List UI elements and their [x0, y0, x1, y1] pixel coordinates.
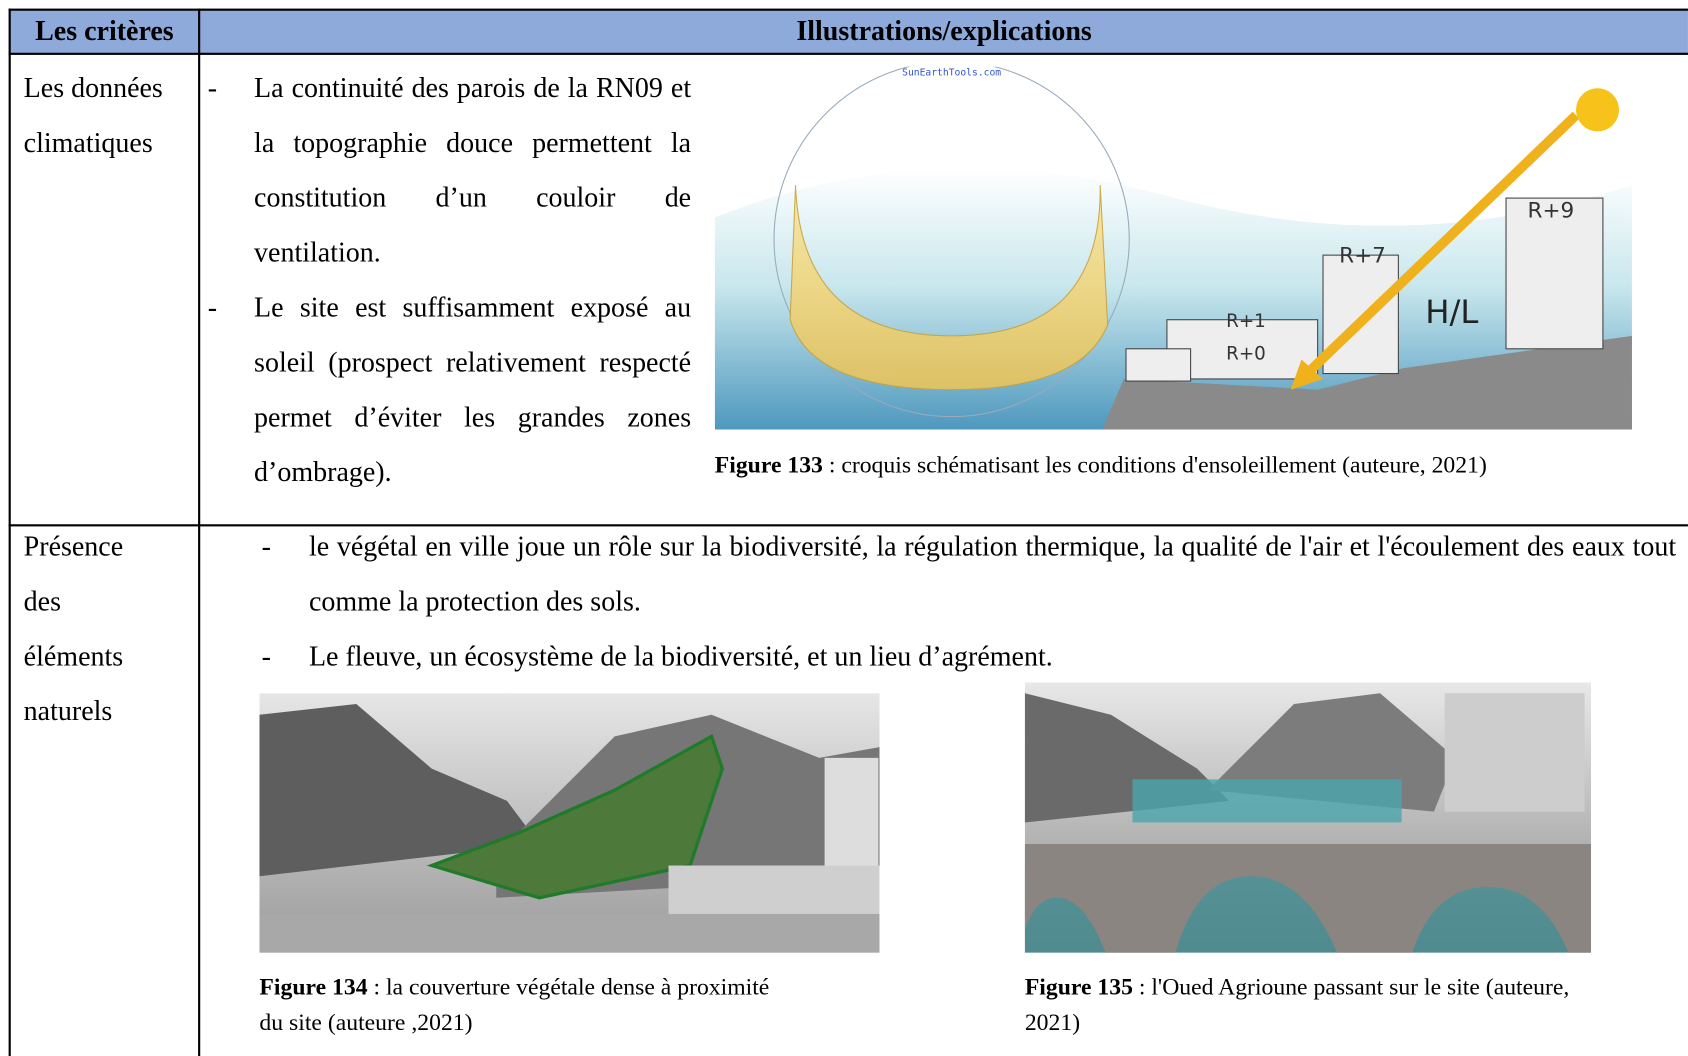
sketch-label: R+7 [1339, 244, 1386, 269]
bullet-text: La continuité des parois de la RN09 et l… [254, 72, 692, 269]
bullet-marker: - [207, 291, 218, 323]
bullet-text: Le site est suffisamment exposé au solei… [254, 291, 692, 488]
caption-text: : croquis schématisant les conditions d'… [822, 451, 1487, 478]
bullet-marker: - [261, 530, 271, 562]
border [8, 52, 1688, 55]
border [198, 8, 201, 1056]
bullet-text: le végétal en ville joue un rôle sur la … [308, 530, 1677, 617]
header-row [8, 8, 1688, 54]
criterion: Les données climatiques [23, 72, 163, 159]
photo-river [1024, 682, 1592, 953]
sketch-source: SunEarthTools.com [902, 67, 1001, 78]
sketch-label: R+9 [1528, 198, 1575, 223]
figure-label: Figure 133 [714, 451, 823, 478]
header-cell: Les critères [35, 15, 174, 47]
caption-text: : l'Oued Agrioune passant sur le site (a… [1024, 973, 1570, 1036]
figure-caption: Figure 134 : la couverture végétale dens… [259, 969, 797, 1040]
figure-caption: Figure 135 : l'Oued Agrioune passant sur… [1025, 969, 1628, 1040]
header-cell: Illustrations/explications [796, 15, 1092, 47]
bullet-text: Le fleuve, un écosystème de la biodivers… [308, 640, 1053, 672]
bullet-marker: - [261, 640, 271, 672]
figure-caption: Figure 133 : croquis schématisant les co… [715, 447, 1487, 483]
sun-sketch: SunEarthTools.com R+9 R+7 R+1 R+0 H/L [714, 66, 1632, 430]
caption-text: : la couverture végétale dense à proximi… [259, 973, 770, 1036]
bullet-marker: - [207, 72, 218, 104]
sketch-label: R+1 [1226, 311, 1266, 332]
photo-vegetation [259, 693, 880, 953]
figure-label: Figure 135 [1024, 973, 1133, 1001]
sketch-label: R+0 [1226, 344, 1266, 365]
border [8, 524, 1688, 527]
criterion: Présence des éléments naturels [23, 530, 124, 727]
sketch-label: H/L [1425, 293, 1478, 331]
border [8, 8, 1688, 11]
figure-label: Figure 134 [259, 973, 368, 1001]
border [8, 8, 11, 1056]
